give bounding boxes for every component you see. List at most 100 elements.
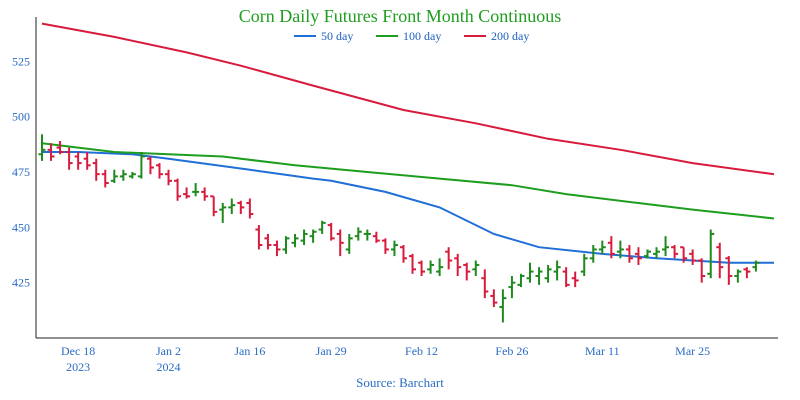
ohlc-bar xyxy=(625,245,633,263)
y-tick-label: 425 xyxy=(12,276,30,290)
ohlc-bar xyxy=(92,158,100,181)
y-tick-label: 475 xyxy=(12,165,30,179)
x-tick-label: Jan 2 xyxy=(156,344,181,358)
ohlc-bar xyxy=(264,233,272,250)
ohlc-bar xyxy=(607,236,615,259)
ohlc-bar xyxy=(399,245,407,263)
ohlc-bar xyxy=(680,246,688,263)
legend-label: 200 day xyxy=(491,29,529,43)
ohlc-bar xyxy=(671,245,679,259)
source-label: Source: Barchart xyxy=(356,375,444,390)
ohlc-bar xyxy=(56,140,64,155)
ohlc-bar xyxy=(589,245,597,263)
ohlc-bar xyxy=(74,152,82,170)
ohlc-bar xyxy=(390,240,398,257)
ohlc-bar xyxy=(445,247,453,270)
ohlc-bars xyxy=(38,134,760,323)
y-tick-label: 450 xyxy=(12,220,30,234)
ohlc-bar xyxy=(327,222,335,241)
series-line-50-day xyxy=(42,151,774,264)
ohlc-bar xyxy=(192,183,200,197)
x-tick-label: Mar 25 xyxy=(675,344,710,358)
ohlc-bar xyxy=(282,236,290,254)
ohlc-bar xyxy=(689,249,697,265)
ohlc-bar xyxy=(255,225,263,250)
series-line-100-day xyxy=(41,142,775,220)
ohlc-bar xyxy=(291,233,299,248)
ohlc-bar xyxy=(508,276,516,299)
moving-average-lines xyxy=(41,22,775,264)
ohlc-bar xyxy=(743,267,751,279)
ohlc-bar xyxy=(472,260,480,277)
ohlc-bar xyxy=(345,233,353,254)
ohlc-bar xyxy=(526,262,534,283)
ohlc-bar xyxy=(463,262,471,281)
ohlc-bar xyxy=(409,253,417,274)
ohlc-bar xyxy=(174,178,182,201)
ohlc-bar xyxy=(201,187,209,201)
ohlc-bar xyxy=(65,147,73,170)
ohlc-bar xyxy=(354,227,362,241)
ohlc-bar xyxy=(734,269,742,283)
ohlc-bar xyxy=(47,143,55,161)
ohlc-bar xyxy=(454,253,462,277)
series-line-200-day xyxy=(41,22,775,176)
ohlc-bar xyxy=(490,289,498,308)
ohlc-bar xyxy=(246,198,254,219)
legend: 50 day 100 day 200 day xyxy=(294,29,529,43)
ohlc-bar xyxy=(535,267,543,285)
x-axis-ticks: Dec 18 2023 Jan 2 2024 Jan 16 Jan 29 Feb 12 Feb… xyxy=(61,344,710,374)
legend-label: 50 day xyxy=(321,29,353,43)
x-tick-year-label: 2024 xyxy=(157,360,181,374)
ohlc-bar xyxy=(128,171,136,179)
ohlc-bar xyxy=(318,220,326,234)
x-tick-label: Dec 18 xyxy=(61,344,95,358)
x-tick-label: Mar 11 xyxy=(585,344,620,358)
ohlc-bar xyxy=(38,134,46,161)
ohlc-bar xyxy=(580,253,588,277)
ohlc-bar xyxy=(137,152,145,179)
y-tick-label: 525 xyxy=(12,54,30,68)
ohlc-bar xyxy=(183,187,191,199)
ohlc-bar xyxy=(481,269,489,299)
ohlc-bar xyxy=(309,229,317,243)
ohlc-bar xyxy=(499,289,507,323)
x-tick-year-label: 2023 xyxy=(66,360,90,374)
ohlc-bar xyxy=(237,200,245,215)
ohlc-bar xyxy=(336,229,344,257)
ohlc-bar xyxy=(698,258,706,283)
ohlc-bar xyxy=(381,238,389,254)
ohlc-bar xyxy=(363,229,371,241)
y-axis-ticks: 425 450 475 500 525 xyxy=(12,54,30,289)
ohlc-bar xyxy=(219,202,227,223)
ohlc-bar xyxy=(598,240,606,254)
ohlc-bar xyxy=(544,264,552,283)
ohlc-bar xyxy=(418,260,426,277)
ohlc-bar xyxy=(101,169,109,188)
ohlc-bar xyxy=(571,271,579,288)
ohlc-bar xyxy=(372,231,380,243)
ohlc-bar xyxy=(210,195,218,217)
ohlc-bar xyxy=(725,256,733,285)
axes xyxy=(35,17,778,339)
ohlc-bar xyxy=(562,267,570,288)
ohlc-bar xyxy=(119,169,127,181)
ohlc-bar xyxy=(716,242,724,279)
ohlc-bar xyxy=(155,163,163,179)
ohlc-bar xyxy=(752,260,760,272)
chart-title: Corn Daily Futures Front Month Continuou… xyxy=(239,6,562,26)
x-tick-label: Feb 12 xyxy=(405,344,438,358)
ohlc-bar xyxy=(110,169,118,184)
ohlc-bar xyxy=(553,260,561,281)
ohlc-bar xyxy=(616,240,624,259)
ohlc-bar xyxy=(653,247,661,259)
ohlc-bar xyxy=(643,249,651,259)
ohlc-bar xyxy=(300,229,308,246)
legend-label: 100 day xyxy=(403,29,441,43)
ohlc-bar xyxy=(436,258,444,277)
ohlc-bar xyxy=(634,247,642,265)
x-tick-label: Feb 26 xyxy=(495,344,528,358)
y-tick-label: 500 xyxy=(12,110,30,124)
ohlc-bar xyxy=(707,229,715,279)
